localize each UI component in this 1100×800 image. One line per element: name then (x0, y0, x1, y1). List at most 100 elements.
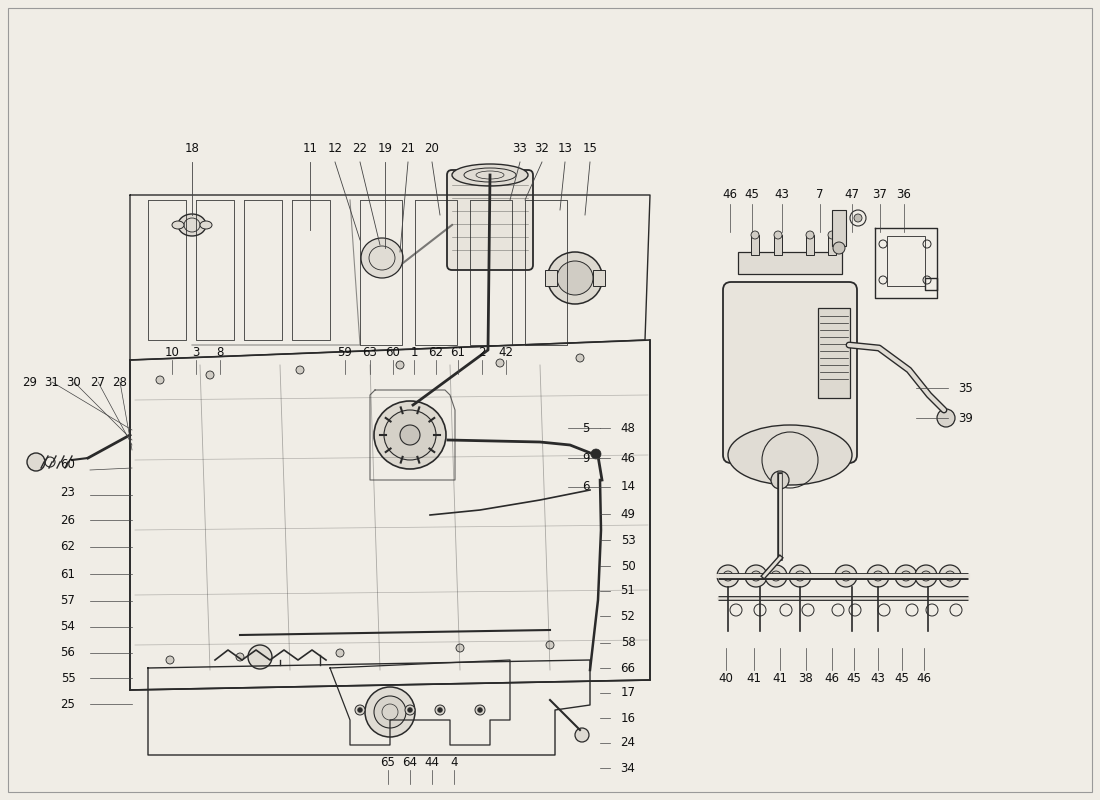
Text: 55: 55 (60, 671, 76, 685)
Circle shape (206, 371, 214, 379)
Ellipse shape (374, 401, 446, 469)
Circle shape (396, 361, 404, 369)
Bar (818, 308, 850, 398)
Circle shape (456, 644, 464, 652)
Text: 18: 18 (185, 142, 199, 154)
Text: 37: 37 (872, 187, 888, 201)
Text: 39: 39 (958, 411, 974, 425)
Circle shape (28, 453, 45, 471)
Circle shape (795, 571, 805, 581)
Text: 60: 60 (386, 346, 400, 358)
Circle shape (434, 705, 446, 715)
Text: 59: 59 (338, 346, 352, 358)
Text: 45: 45 (847, 671, 861, 685)
Ellipse shape (172, 221, 184, 229)
Text: 31: 31 (45, 375, 59, 389)
Circle shape (751, 231, 759, 239)
Circle shape (854, 214, 862, 222)
Circle shape (236, 653, 244, 661)
Circle shape (407, 707, 412, 713)
Text: 62: 62 (429, 346, 443, 358)
Text: 49: 49 (620, 507, 636, 521)
Circle shape (774, 231, 782, 239)
Text: 2: 2 (478, 346, 486, 358)
Text: 51: 51 (620, 585, 636, 598)
Text: 28: 28 (112, 375, 128, 389)
Text: 43: 43 (774, 187, 790, 201)
Text: 53: 53 (620, 534, 636, 546)
Bar (828, 235, 836, 255)
Circle shape (591, 449, 601, 459)
Ellipse shape (557, 261, 593, 295)
Text: 15: 15 (583, 142, 597, 154)
Text: 11: 11 (302, 142, 318, 154)
Circle shape (937, 409, 955, 427)
Text: 61: 61 (60, 567, 76, 581)
Circle shape (835, 565, 857, 587)
Text: 45: 45 (745, 187, 759, 201)
Circle shape (867, 565, 889, 587)
Text: 24: 24 (620, 737, 636, 750)
Circle shape (945, 571, 955, 581)
Text: 3: 3 (192, 346, 200, 358)
Text: 29: 29 (22, 375, 37, 389)
Text: 63: 63 (363, 346, 377, 358)
Circle shape (374, 696, 406, 728)
Text: 46: 46 (723, 187, 737, 201)
Circle shape (764, 565, 786, 587)
Circle shape (921, 571, 931, 581)
Bar (774, 235, 782, 255)
Text: 17: 17 (620, 686, 636, 699)
Bar (751, 235, 759, 255)
Circle shape (789, 565, 811, 587)
Text: 36: 36 (896, 187, 912, 201)
Circle shape (355, 705, 365, 715)
Bar (832, 210, 846, 246)
Text: 61: 61 (451, 346, 465, 358)
FancyBboxPatch shape (723, 282, 857, 463)
Circle shape (475, 705, 485, 715)
Circle shape (751, 571, 761, 581)
Circle shape (842, 571, 851, 581)
Text: 8: 8 (217, 346, 223, 358)
Text: 23: 23 (60, 486, 76, 498)
Circle shape (546, 641, 554, 649)
Circle shape (939, 565, 961, 587)
Ellipse shape (361, 238, 403, 278)
Circle shape (873, 571, 883, 581)
Text: 21: 21 (400, 142, 416, 154)
Circle shape (477, 707, 483, 713)
Text: 46: 46 (825, 671, 839, 685)
Text: 16: 16 (620, 711, 636, 725)
Circle shape (771, 471, 789, 489)
Bar (887, 236, 925, 286)
Text: 46: 46 (916, 671, 932, 685)
Text: 1: 1 (410, 346, 418, 358)
Text: 4: 4 (450, 755, 458, 769)
Circle shape (575, 728, 589, 742)
Text: 30: 30 (67, 375, 81, 389)
Text: 6: 6 (582, 481, 590, 494)
Ellipse shape (384, 410, 436, 460)
Text: 9: 9 (582, 451, 590, 465)
Bar (806, 235, 814, 255)
Bar (544, 270, 557, 286)
Text: 65: 65 (381, 755, 395, 769)
Ellipse shape (200, 221, 212, 229)
Text: 25: 25 (60, 698, 76, 710)
Circle shape (895, 565, 917, 587)
Bar (593, 270, 605, 286)
Text: 27: 27 (90, 375, 106, 389)
Circle shape (576, 354, 584, 362)
Text: 64: 64 (403, 755, 418, 769)
Text: 41: 41 (772, 671, 788, 685)
Text: 35: 35 (958, 382, 974, 394)
Ellipse shape (728, 425, 852, 485)
Text: 52: 52 (620, 610, 636, 622)
Circle shape (296, 366, 304, 374)
Text: 41: 41 (747, 671, 761, 685)
Text: 54: 54 (60, 621, 76, 634)
Text: 50: 50 (620, 559, 636, 573)
Text: 10: 10 (165, 346, 179, 358)
Text: 45: 45 (894, 671, 910, 685)
